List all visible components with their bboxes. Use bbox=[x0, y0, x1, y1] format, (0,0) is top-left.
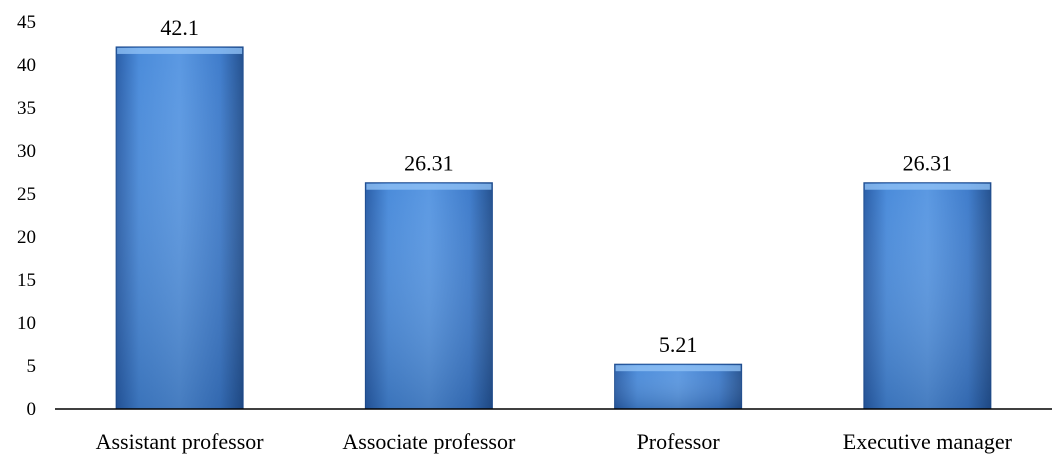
y-tick-label: 45 bbox=[17, 12, 36, 33]
y-tick-label: 5 bbox=[27, 356, 37, 377]
y-axis-ticks: 0 5 10 15 20 25 30 35 40 45 bbox=[17, 12, 36, 420]
bar-shade bbox=[116, 46, 244, 409]
x-axis-labels: Assistant professor Associate professor Pr… bbox=[96, 429, 1013, 454]
data-label: 26.31 bbox=[903, 151, 953, 176]
y-tick-label: 20 bbox=[17, 227, 36, 248]
y-tick-label: 30 bbox=[17, 141, 36, 162]
data-label: 26.31 bbox=[404, 151, 454, 176]
x-category-label: Professor bbox=[637, 429, 721, 454]
bars-group bbox=[115, 46, 992, 410]
y-tick-label: 10 bbox=[17, 313, 36, 334]
bar-shade bbox=[365, 182, 493, 409]
bar-shade bbox=[863, 182, 991, 409]
y-tick-label: 35 bbox=[17, 98, 36, 119]
y-tick-label: 25 bbox=[17, 184, 36, 205]
x-category-label: Assistant professor bbox=[96, 429, 265, 454]
x-category-label: Executive manager bbox=[843, 429, 1013, 454]
data-label: 42.1 bbox=[160, 15, 199, 40]
y-tick-label: 40 bbox=[17, 55, 36, 76]
y-tick-label: 0 bbox=[27, 399, 37, 420]
data-labels-group: 42.1 26.31 5.21 26.31 bbox=[160, 15, 952, 357]
y-tick-label: 15 bbox=[17, 270, 36, 291]
bar-shade bbox=[614, 364, 742, 409]
data-label: 5.21 bbox=[659, 332, 698, 357]
x-category-label: Associate professor bbox=[342, 429, 516, 454]
